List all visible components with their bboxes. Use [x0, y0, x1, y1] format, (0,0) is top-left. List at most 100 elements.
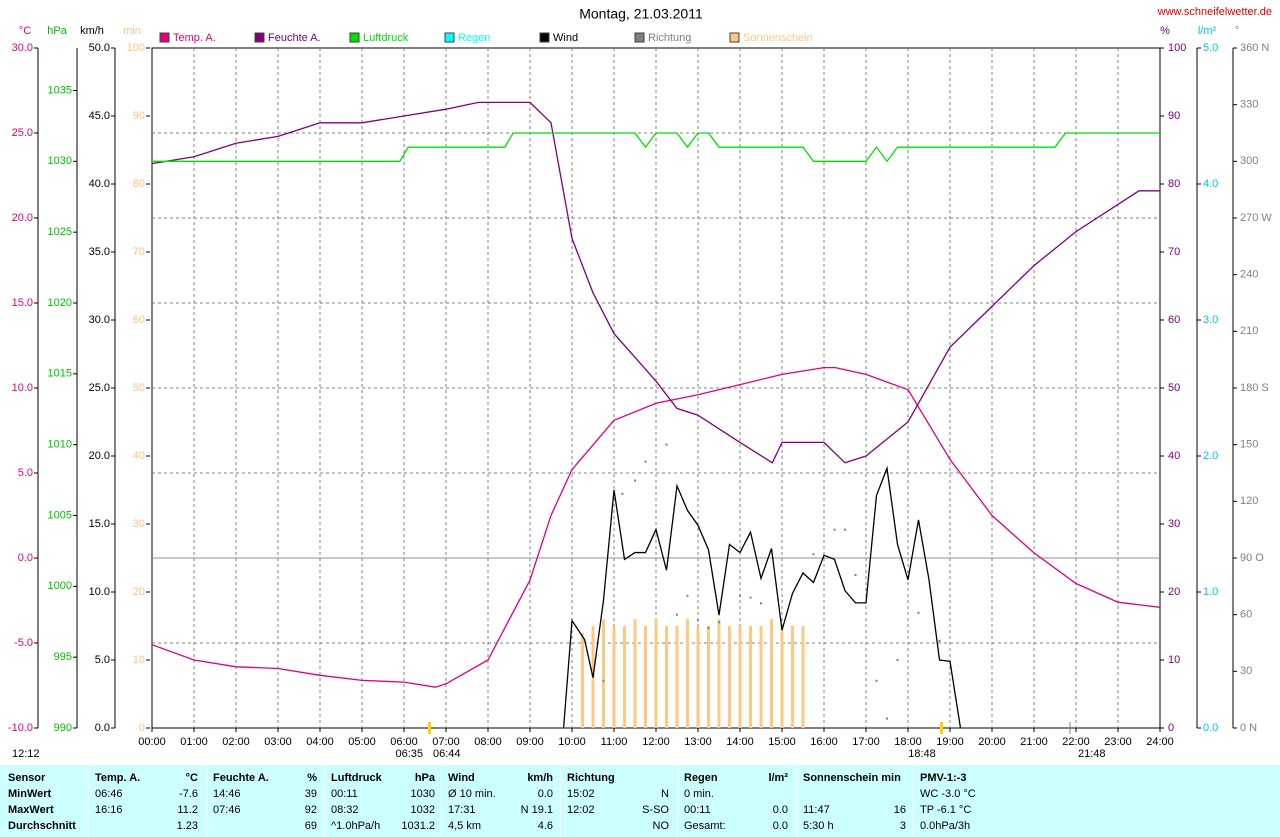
sunshine-bar [654, 619, 658, 728]
x-tick-label: 20:00 [978, 736, 1006, 748]
legend-swatch [729, 32, 740, 43]
y-tick-label: 210 [1240, 325, 1258, 337]
table-cell: 00:11 [684, 804, 711, 816]
table-cell: MaxWert [8, 804, 54, 816]
y-tick-label: 360 N [1240, 42, 1269, 54]
y-tick-label: 40.0 [89, 178, 110, 190]
table-cell: 16 [893, 804, 906, 816]
column-separator [441, 765, 442, 837]
y-tick-label: 50 [1168, 382, 1180, 394]
sunshine-bar [801, 626, 805, 728]
direction-dot [896, 659, 899, 661]
table-cell: 11.2 [177, 804, 198, 816]
annotation: 06:35 [395, 748, 423, 760]
y-tick-label: 70 [1168, 246, 1180, 258]
table-header: Sonnenschein min [803, 772, 901, 784]
table-cell: 1032 [410, 804, 435, 816]
table-cell: 69 [304, 820, 317, 832]
y-tick-label: 90 O [1240, 552, 1264, 564]
x-tick-label: 21:00 [1020, 736, 1048, 748]
axis-unit: ° [1235, 25, 1239, 37]
y-tick-label: 40 [1168, 450, 1180, 462]
direction-dot [760, 602, 762, 605]
axis-unit: °C [19, 25, 31, 37]
sunshine-bar [791, 626, 794, 728]
direction-dot [634, 479, 636, 482]
annotation: 06:44 [433, 748, 461, 760]
table-header: Feuchte A. [213, 772, 269, 784]
x-tick-label: 11:00 [601, 736, 628, 748]
y-tick-label: 995 [54, 651, 72, 663]
column-separator [88, 765, 89, 837]
y-tick-label: 15.0 [89, 518, 110, 530]
table-cell: 39 [304, 788, 317, 800]
y-tick-label: 10.0 [12, 382, 33, 394]
y-tick-label: 30.0 [89, 314, 110, 326]
y-tick-label: 90 [133, 110, 145, 122]
x-tick-label: 16:00 [810, 736, 838, 748]
direction-dot [844, 528, 846, 531]
series-line [151, 366, 1161, 688]
table-cell: Ø 10 min. [448, 788, 496, 800]
x-tick-label: 08:00 [474, 736, 502, 748]
table-cell: 00:11 [331, 788, 358, 800]
y-tick-label: 1035 [48, 84, 72, 96]
table-cell: Gesamt: [684, 820, 726, 832]
table-header: Sensor [8, 772, 46, 784]
x-tick-label: 24:00 [1146, 736, 1174, 748]
table-cell: 92 [304, 804, 317, 816]
table-cell: 16:16 [95, 804, 123, 816]
y-tick-label: 80 [133, 178, 145, 190]
sunshine-bar [665, 626, 668, 728]
annotation: 21:48 [1078, 748, 1106, 760]
direction-dot [938, 640, 941, 643]
x-tick-label: 22:00 [1062, 736, 1090, 748]
direction-dot [917, 611, 920, 614]
y-tick-label: 60 [1168, 314, 1180, 326]
table-cell: 1.23 [176, 820, 198, 832]
sunshine-bar [686, 619, 689, 728]
direction-dot [749, 596, 752, 599]
direction-dot [854, 574, 857, 576]
y-tick-label: 100 [1168, 42, 1186, 54]
series-line [151, 101, 1160, 464]
annotation: 18:48 [908, 748, 936, 760]
y-tick-label: 1000 [48, 580, 72, 592]
table-cell: MinWert [8, 788, 52, 800]
axis-unit: % [1160, 25, 1170, 37]
y-tick-label: 70 [133, 246, 145, 258]
table-cell: 1030 [410, 788, 435, 800]
x-tick-label: 00:00 [138, 736, 166, 748]
y-tick-label: -5.0 [14, 637, 33, 649]
table-header: hPa [414, 772, 435, 784]
y-tick-label: 3.0 [1203, 314, 1218, 326]
sunshine-bar [780, 626, 784, 728]
axis-unit: km/h [80, 25, 104, 37]
legend-label: Luftdruck [363, 32, 409, 44]
y-tick-label: 1005 [48, 509, 72, 521]
y-tick-label: 90 [1168, 110, 1180, 122]
y-tick-label: 30 [133, 518, 145, 530]
table-cell: 5:30 h [803, 820, 834, 832]
sunshine-bar [738, 626, 742, 728]
table-cell: -7.6 [179, 788, 198, 800]
direction-dot [602, 679, 605, 682]
y-tick-label: 100 [127, 42, 145, 54]
direction-dot [676, 613, 678, 616]
column-separator [324, 765, 325, 837]
sunshine-bar [717, 619, 721, 728]
y-tick-label: 0.0 [95, 722, 110, 734]
table-header: l/m² [768, 772, 788, 784]
direction-dot [739, 594, 741, 597]
table-header: Temp. A. [95, 772, 141, 784]
y-tick-label: 1015 [48, 368, 72, 380]
y-tick-label: 25.0 [12, 127, 33, 139]
y-tick-label: 1010 [48, 439, 72, 451]
y-tick-label: 990 [54, 722, 72, 734]
x-tick-label: 18:00 [894, 736, 922, 748]
direction-dot [707, 626, 710, 629]
table-cell: 07:46 [213, 804, 241, 816]
axis-unit: hPa [47, 25, 67, 37]
y-tick-label: -10.0 [8, 722, 33, 734]
y-tick-label: 270 W [1240, 212, 1272, 224]
